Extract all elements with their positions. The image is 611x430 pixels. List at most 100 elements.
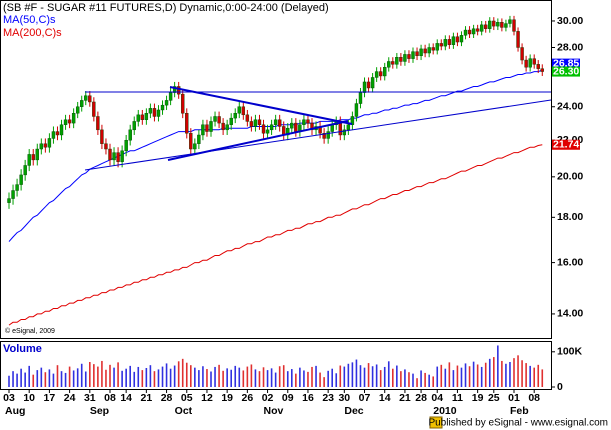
candle-body	[427, 47, 431, 54]
candle-body	[435, 43, 439, 51]
candle-body	[407, 54, 411, 59]
candle-body	[209, 121, 213, 132]
candle-body	[176, 86, 181, 95]
candle-body	[75, 106, 80, 114]
candle-body	[358, 92, 363, 104]
copyright: © eSignal, 2009	[5, 327, 55, 335]
candle-body	[475, 28, 480, 32]
candle-body	[532, 58, 536, 65]
candle-body	[241, 106, 246, 116]
candle-body	[455, 36, 460, 43]
candle-body	[290, 122, 294, 129]
x-tick-label: 26	[242, 392, 254, 404]
candle-body	[80, 100, 84, 107]
candle-body	[156, 109, 161, 117]
candle-body	[245, 114, 250, 122]
candle-body	[181, 93, 185, 114]
legend-entry: MA(50,C)s	[3, 14, 56, 26]
candle-body	[160, 104, 165, 111]
price-panel	[0, 0, 552, 339]
candle-body	[35, 148, 39, 161]
candle-body	[463, 29, 468, 36]
candle-body	[431, 47, 435, 51]
plot-area	[7, 15, 544, 326]
x-tick-label: 21	[141, 392, 153, 404]
candle-body	[500, 22, 504, 28]
candle-body	[370, 77, 375, 89]
candle-body	[71, 113, 76, 124]
candle-body	[459, 35, 464, 43]
last-value-box	[552, 66, 580, 77]
candle-body	[516, 31, 520, 48]
x-tick-label: 19	[221, 392, 233, 404]
volume-panel	[0, 341, 552, 390]
candle-body	[185, 113, 189, 134]
volume-tick-label: 0	[557, 381, 563, 393]
candle-body	[443, 39, 448, 47]
candle-body	[136, 114, 140, 122]
x-tick-label: 14	[120, 392, 132, 404]
candle-body	[294, 122, 298, 132]
logo	[429, 416, 443, 429]
candle-body	[108, 148, 112, 161]
candle-body	[496, 22, 500, 27]
candle-body	[84, 95, 88, 101]
last-value-box	[552, 58, 580, 69]
candle-body	[116, 152, 120, 162]
month-label: Aug	[5, 405, 25, 417]
candle-body	[11, 190, 15, 199]
y-tick-label: 28.00	[557, 41, 583, 53]
candle-body	[205, 124, 209, 132]
footer: Published by eSignal - www.esignal.com	[428, 418, 608, 429]
candle-body	[67, 119, 72, 124]
candle-body	[15, 184, 19, 191]
candle-body	[152, 108, 157, 117]
candle-body	[273, 119, 278, 125]
candle-body	[423, 48, 427, 54]
candle-body	[168, 92, 173, 101]
candle-body	[148, 108, 153, 114]
month-label: 2010	[433, 405, 457, 417]
month-label: Oct	[175, 405, 193, 417]
candle-body	[277, 119, 282, 127]
candle-body	[520, 47, 524, 61]
x-tick-label: 10	[23, 392, 35, 404]
last-value-label: 26.30	[553, 65, 579, 77]
candle-body	[120, 150, 124, 162]
candle-body	[88, 95, 92, 103]
x-tick-label: 28	[415, 392, 427, 404]
month-label: Nov	[264, 405, 284, 417]
candle-body	[51, 131, 56, 139]
trendline	[84, 99, 552, 171]
volume-label: Volume	[3, 343, 42, 355]
candle-body	[47, 138, 52, 148]
x-tick-label: 11	[452, 392, 463, 404]
x-tick-label: 21	[399, 392, 411, 404]
candle-body	[403, 54, 407, 62]
volume-tick-label: 100K	[557, 346, 583, 358]
candle-body	[221, 122, 225, 131]
candle-body	[378, 71, 383, 77]
candle-body	[528, 58, 532, 68]
month-label: Feb	[510, 405, 529, 417]
candle-body	[383, 67, 387, 77]
candle-body	[140, 114, 145, 120]
x-tick-label: 05	[181, 392, 193, 404]
x-tick-label: 17	[44, 392, 56, 404]
x-tick-label: 04	[431, 392, 443, 404]
x-tick-label: 08	[104, 392, 116, 404]
candle-body	[540, 68, 544, 72]
candle-body	[128, 129, 132, 141]
candle-body	[415, 51, 419, 57]
y-tick-label: 20.00	[557, 171, 583, 183]
candle-body	[213, 116, 217, 122]
candle-body	[261, 124, 266, 134]
y-tick-label: 18.00	[557, 211, 583, 223]
candle-body	[201, 124, 205, 136]
candle-body	[447, 39, 452, 45]
candle-body	[302, 119, 306, 125]
candle-body	[43, 143, 48, 148]
month-label: Dec	[344, 405, 363, 417]
candle-body	[237, 106, 241, 114]
